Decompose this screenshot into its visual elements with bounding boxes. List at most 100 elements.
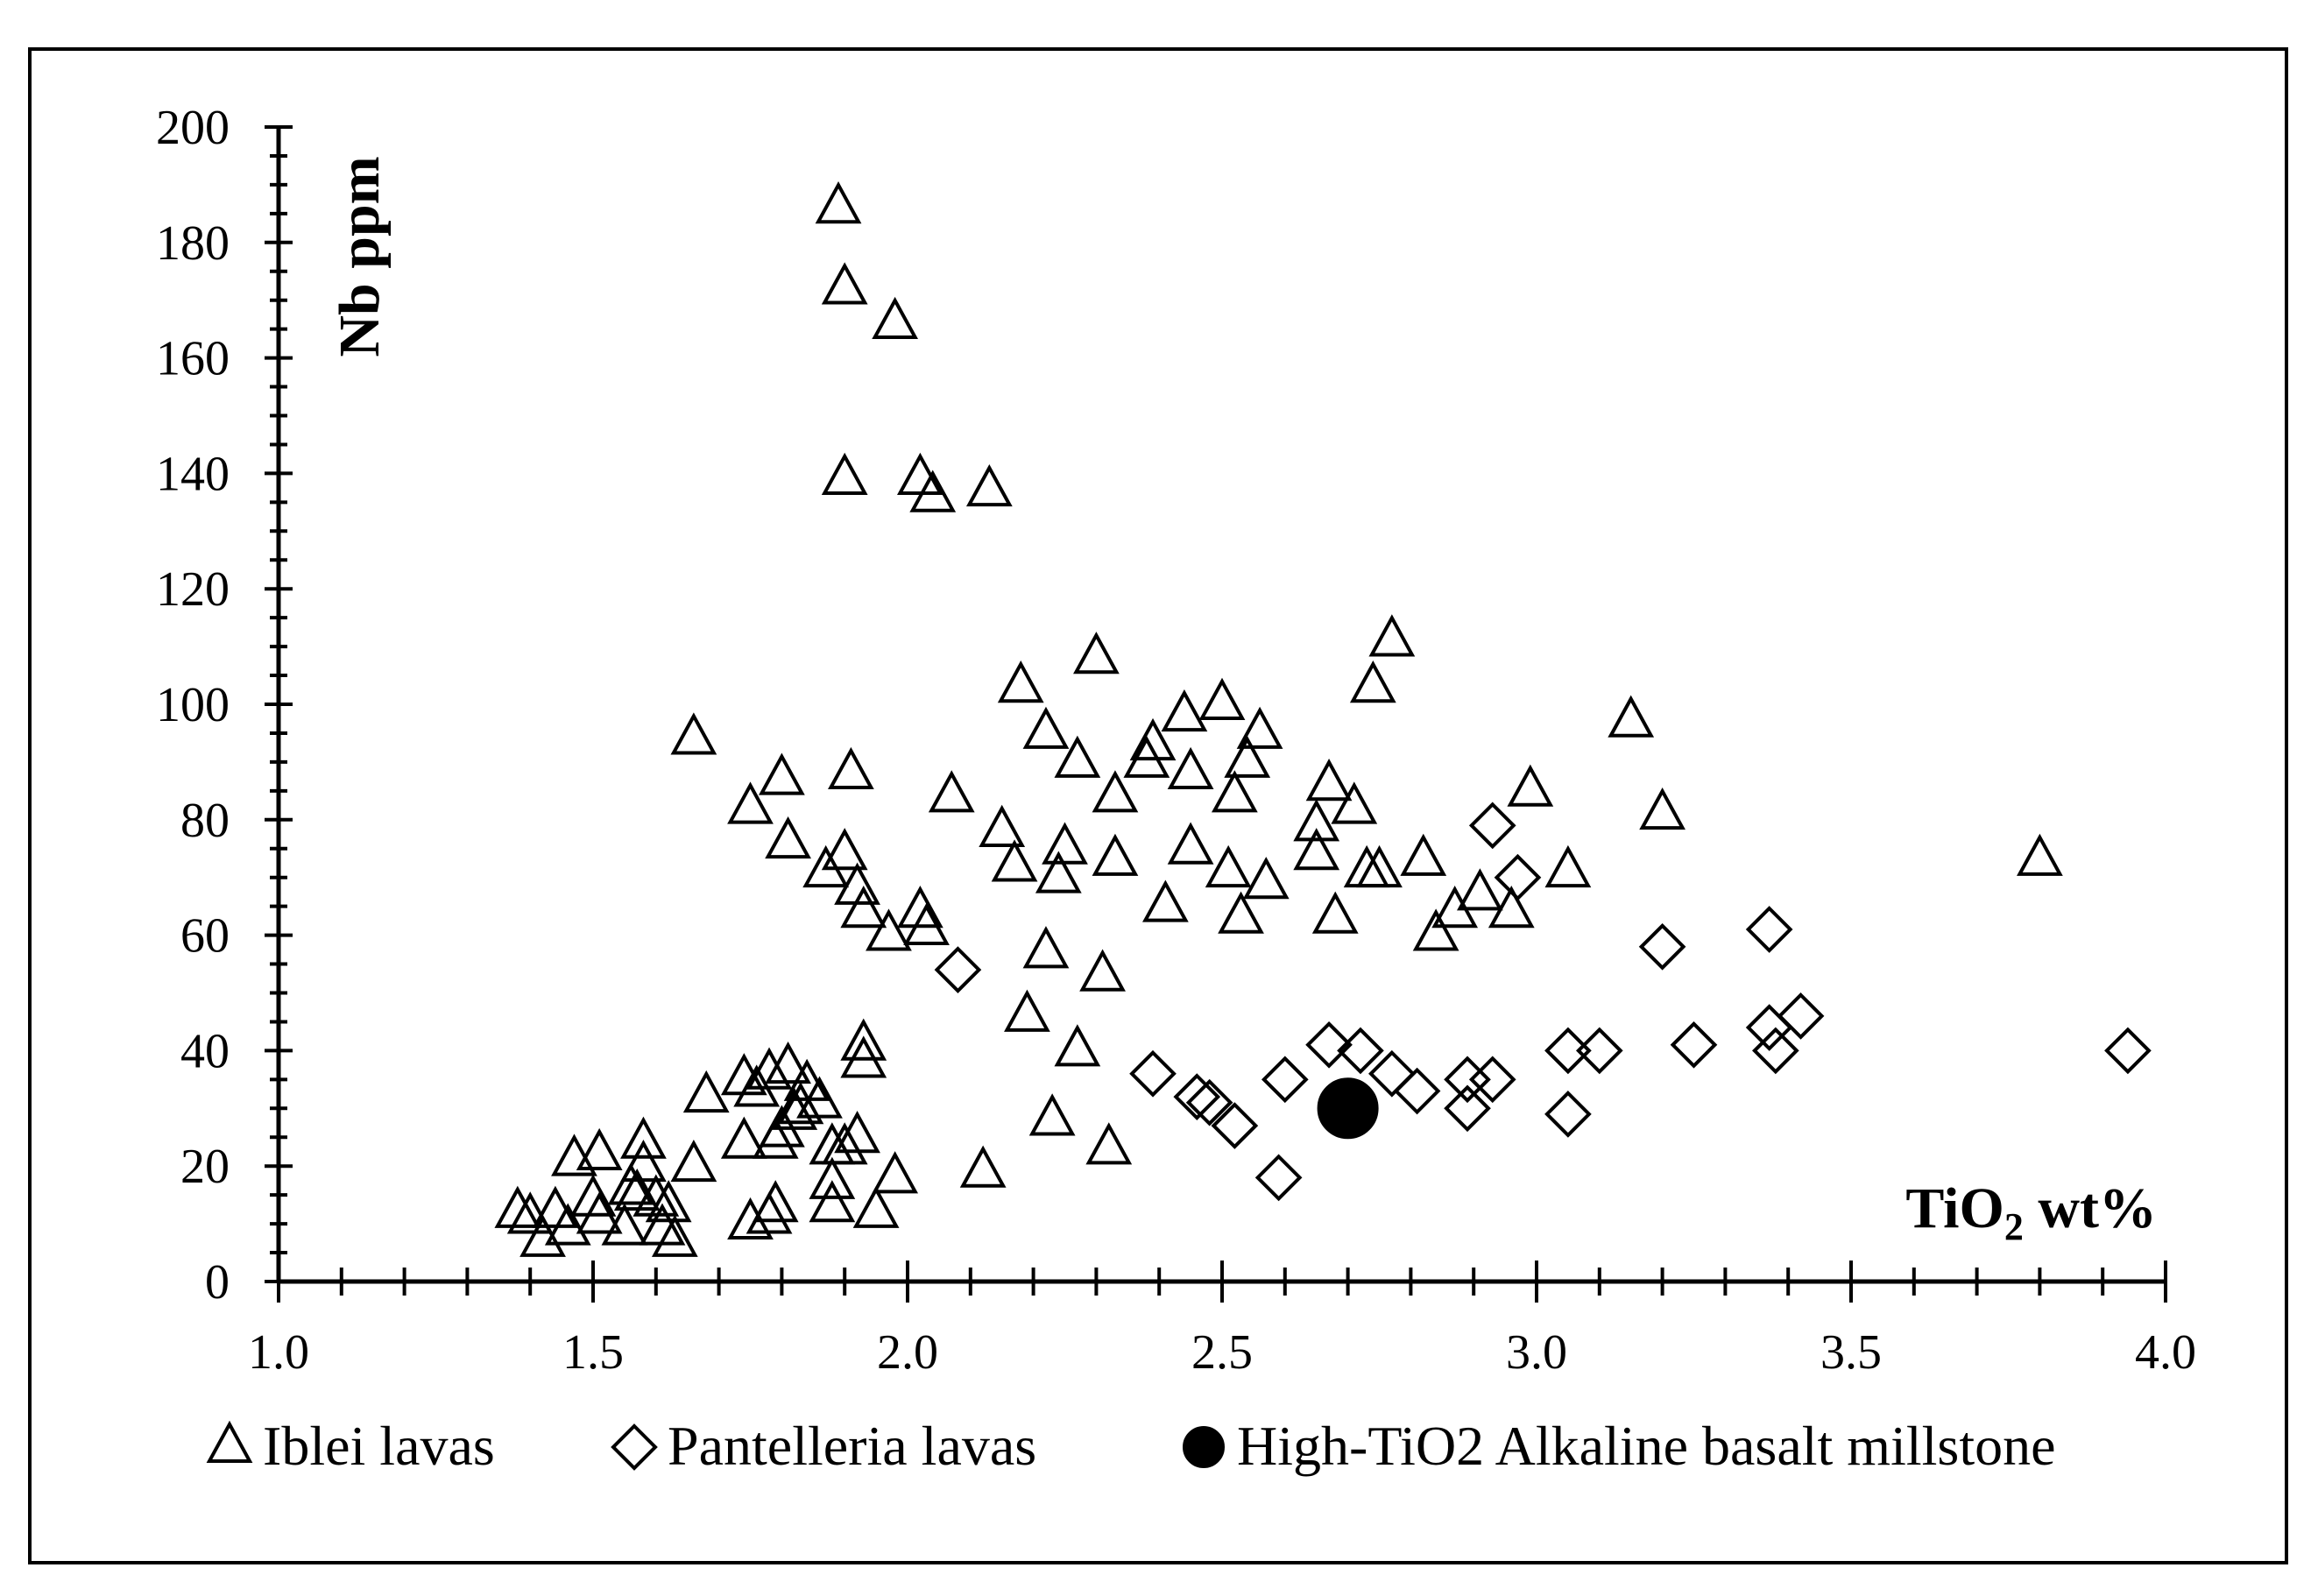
- pantelleria-point: [1752, 1027, 1799, 1075]
- iblei-point: [727, 781, 774, 824]
- iblei-point: [765, 1041, 811, 1084]
- x-axis-title: TiO2 wt%: [1905, 1176, 2157, 1248]
- iblei-point: [576, 1127, 623, 1170]
- pantelleria-point: [1393, 1067, 1441, 1115]
- pantelleria-point: [1305, 1020, 1353, 1069]
- iblei-point: [1022, 926, 1070, 969]
- iblei-point: [815, 181, 862, 224]
- iblei-point: [1488, 886, 1535, 929]
- legend-pantelleria-entry: Pantelleria lavas: [611, 1415, 1036, 1477]
- iblei-point: [840, 1035, 887, 1078]
- millstone-point: [1317, 1077, 1379, 1140]
- iblei-point: [991, 839, 1038, 882]
- iblei-point: [1507, 764, 1554, 807]
- x-tick-label: 1.0: [248, 1325, 309, 1380]
- iblei-point: [519, 1214, 566, 1257]
- iblei-point: [601, 1203, 648, 1246]
- iblei-point: [834, 1111, 880, 1154]
- pantelleria-point: [1745, 1004, 1793, 1051]
- iblei-point: [1205, 844, 1252, 888]
- iblei-point: [809, 1156, 856, 1199]
- iblei-point: [1054, 735, 1101, 778]
- iblei-point: [1331, 781, 1378, 824]
- pantelleria-point: [1444, 1056, 1491, 1104]
- iblei-point: [576, 1191, 623, 1234]
- pantelleria-point: [934, 946, 982, 993]
- iblei-point: [802, 844, 850, 888]
- x-axis-ticks: 1.0 1.5 2.0 2.5 3.0 3.5 4.0: [248, 1261, 2196, 1380]
- iblei-point: [1639, 787, 1685, 830]
- y-axis-ticks: 0 20 40 60 80 100 120 140 160 180 200: [156, 101, 293, 1310]
- pantelleria-point: [1575, 1027, 1623, 1075]
- y-tick-label: 60: [180, 909, 230, 964]
- iblei-point: [759, 752, 805, 795]
- iblei-point: [840, 886, 887, 929]
- iblei-point: [852, 1185, 900, 1228]
- iblei-point: [1305, 759, 1353, 802]
- pantelleria-point: [1494, 853, 1542, 901]
- iblei-point: [997, 660, 1044, 703]
- iblei-point: [607, 1162, 654, 1205]
- pantelleria-point: [1745, 906, 1793, 953]
- iblei-point: [1092, 833, 1139, 876]
- pantelleria-point: [1444, 1084, 1491, 1133]
- iblei-point: [821, 1122, 868, 1165]
- y-tick-label: 180: [156, 216, 230, 271]
- x-tick-label: 3.5: [1820, 1325, 1882, 1380]
- iblei-point: [821, 452, 868, 495]
- iblei-point: [1431, 886, 1479, 929]
- legend-pantelleria-label: Pantelleria lavas: [668, 1415, 1036, 1477]
- iblei-point: [1022, 706, 1070, 749]
- pantelleria-point: [1337, 1027, 1384, 1075]
- figure-frame: [28, 47, 2288, 1564]
- iblei-point: [872, 296, 919, 340]
- iblei-point: [1608, 695, 1655, 738]
- iblei-point: [1079, 949, 1126, 992]
- iblei-point: [1349, 660, 1396, 703]
- iblei-point: [1004, 989, 1050, 1032]
- iblei-point: [1400, 833, 1447, 876]
- y-tick-label: 160: [156, 332, 230, 386]
- y-tick-label: 40: [180, 1024, 230, 1078]
- iblei-point: [1368, 614, 1416, 657]
- plot-area: 0 20 40 60 80 100 120 140 160 180 200 1.0 1.5 2.0 2.5…: [156, 101, 2196, 1380]
- iblei-point: [752, 1116, 799, 1159]
- iblei-point: [1085, 1122, 1133, 1165]
- y-axis-title: Nb ppm: [328, 156, 392, 357]
- legend-iblei-entry: Iblei lavas: [206, 1415, 495, 1477]
- iblei-point: [1211, 770, 1258, 813]
- iblei-point: [1293, 799, 1340, 842]
- iblei-point: [828, 746, 874, 790]
- iblei-point: [1356, 844, 1403, 888]
- iblei-point: [651, 1214, 698, 1257]
- y-tick-label: 140: [156, 447, 230, 501]
- pantelleria-point: [1261, 1056, 1309, 1104]
- iblei-point: [1142, 879, 1189, 922]
- legend-millstone-symbol: [1183, 1426, 1225, 1468]
- pantelleria-point: [1254, 1154, 1303, 1202]
- iblei-point: [544, 1203, 591, 1246]
- iblei-point: [1293, 828, 1340, 871]
- legend-iblei-label: Iblei lavas: [263, 1415, 495, 1477]
- iblei-point: [620, 1116, 667, 1159]
- iblei-point: [903, 902, 950, 945]
- iblei-point: [1218, 891, 1264, 934]
- legend: Iblei lavas Pantelleria lavas High-TiO2 Al…: [206, 1415, 2056, 1477]
- x-tick-label: 1.5: [562, 1325, 624, 1380]
- y-tick-label: 120: [156, 562, 230, 617]
- iblei-point: [1092, 770, 1139, 813]
- iblei-point: [866, 908, 912, 951]
- iblei-point: [1123, 735, 1170, 778]
- iblei-point: [551, 1133, 597, 1176]
- iblei-point: [959, 1145, 1007, 1188]
- data-markers: [494, 181, 2152, 1257]
- pantelleria-point: [1185, 1078, 1233, 1126]
- pantelleria-point: [1211, 1102, 1259, 1149]
- iblei-point: [1311, 891, 1359, 934]
- pantelleria-point: [1129, 1049, 1177, 1098]
- pantelleria-point: [1468, 802, 1516, 850]
- iblei-point: [494, 1185, 541, 1228]
- pantelleria-point: [1368, 1049, 1416, 1098]
- iblei-point: [909, 470, 957, 512]
